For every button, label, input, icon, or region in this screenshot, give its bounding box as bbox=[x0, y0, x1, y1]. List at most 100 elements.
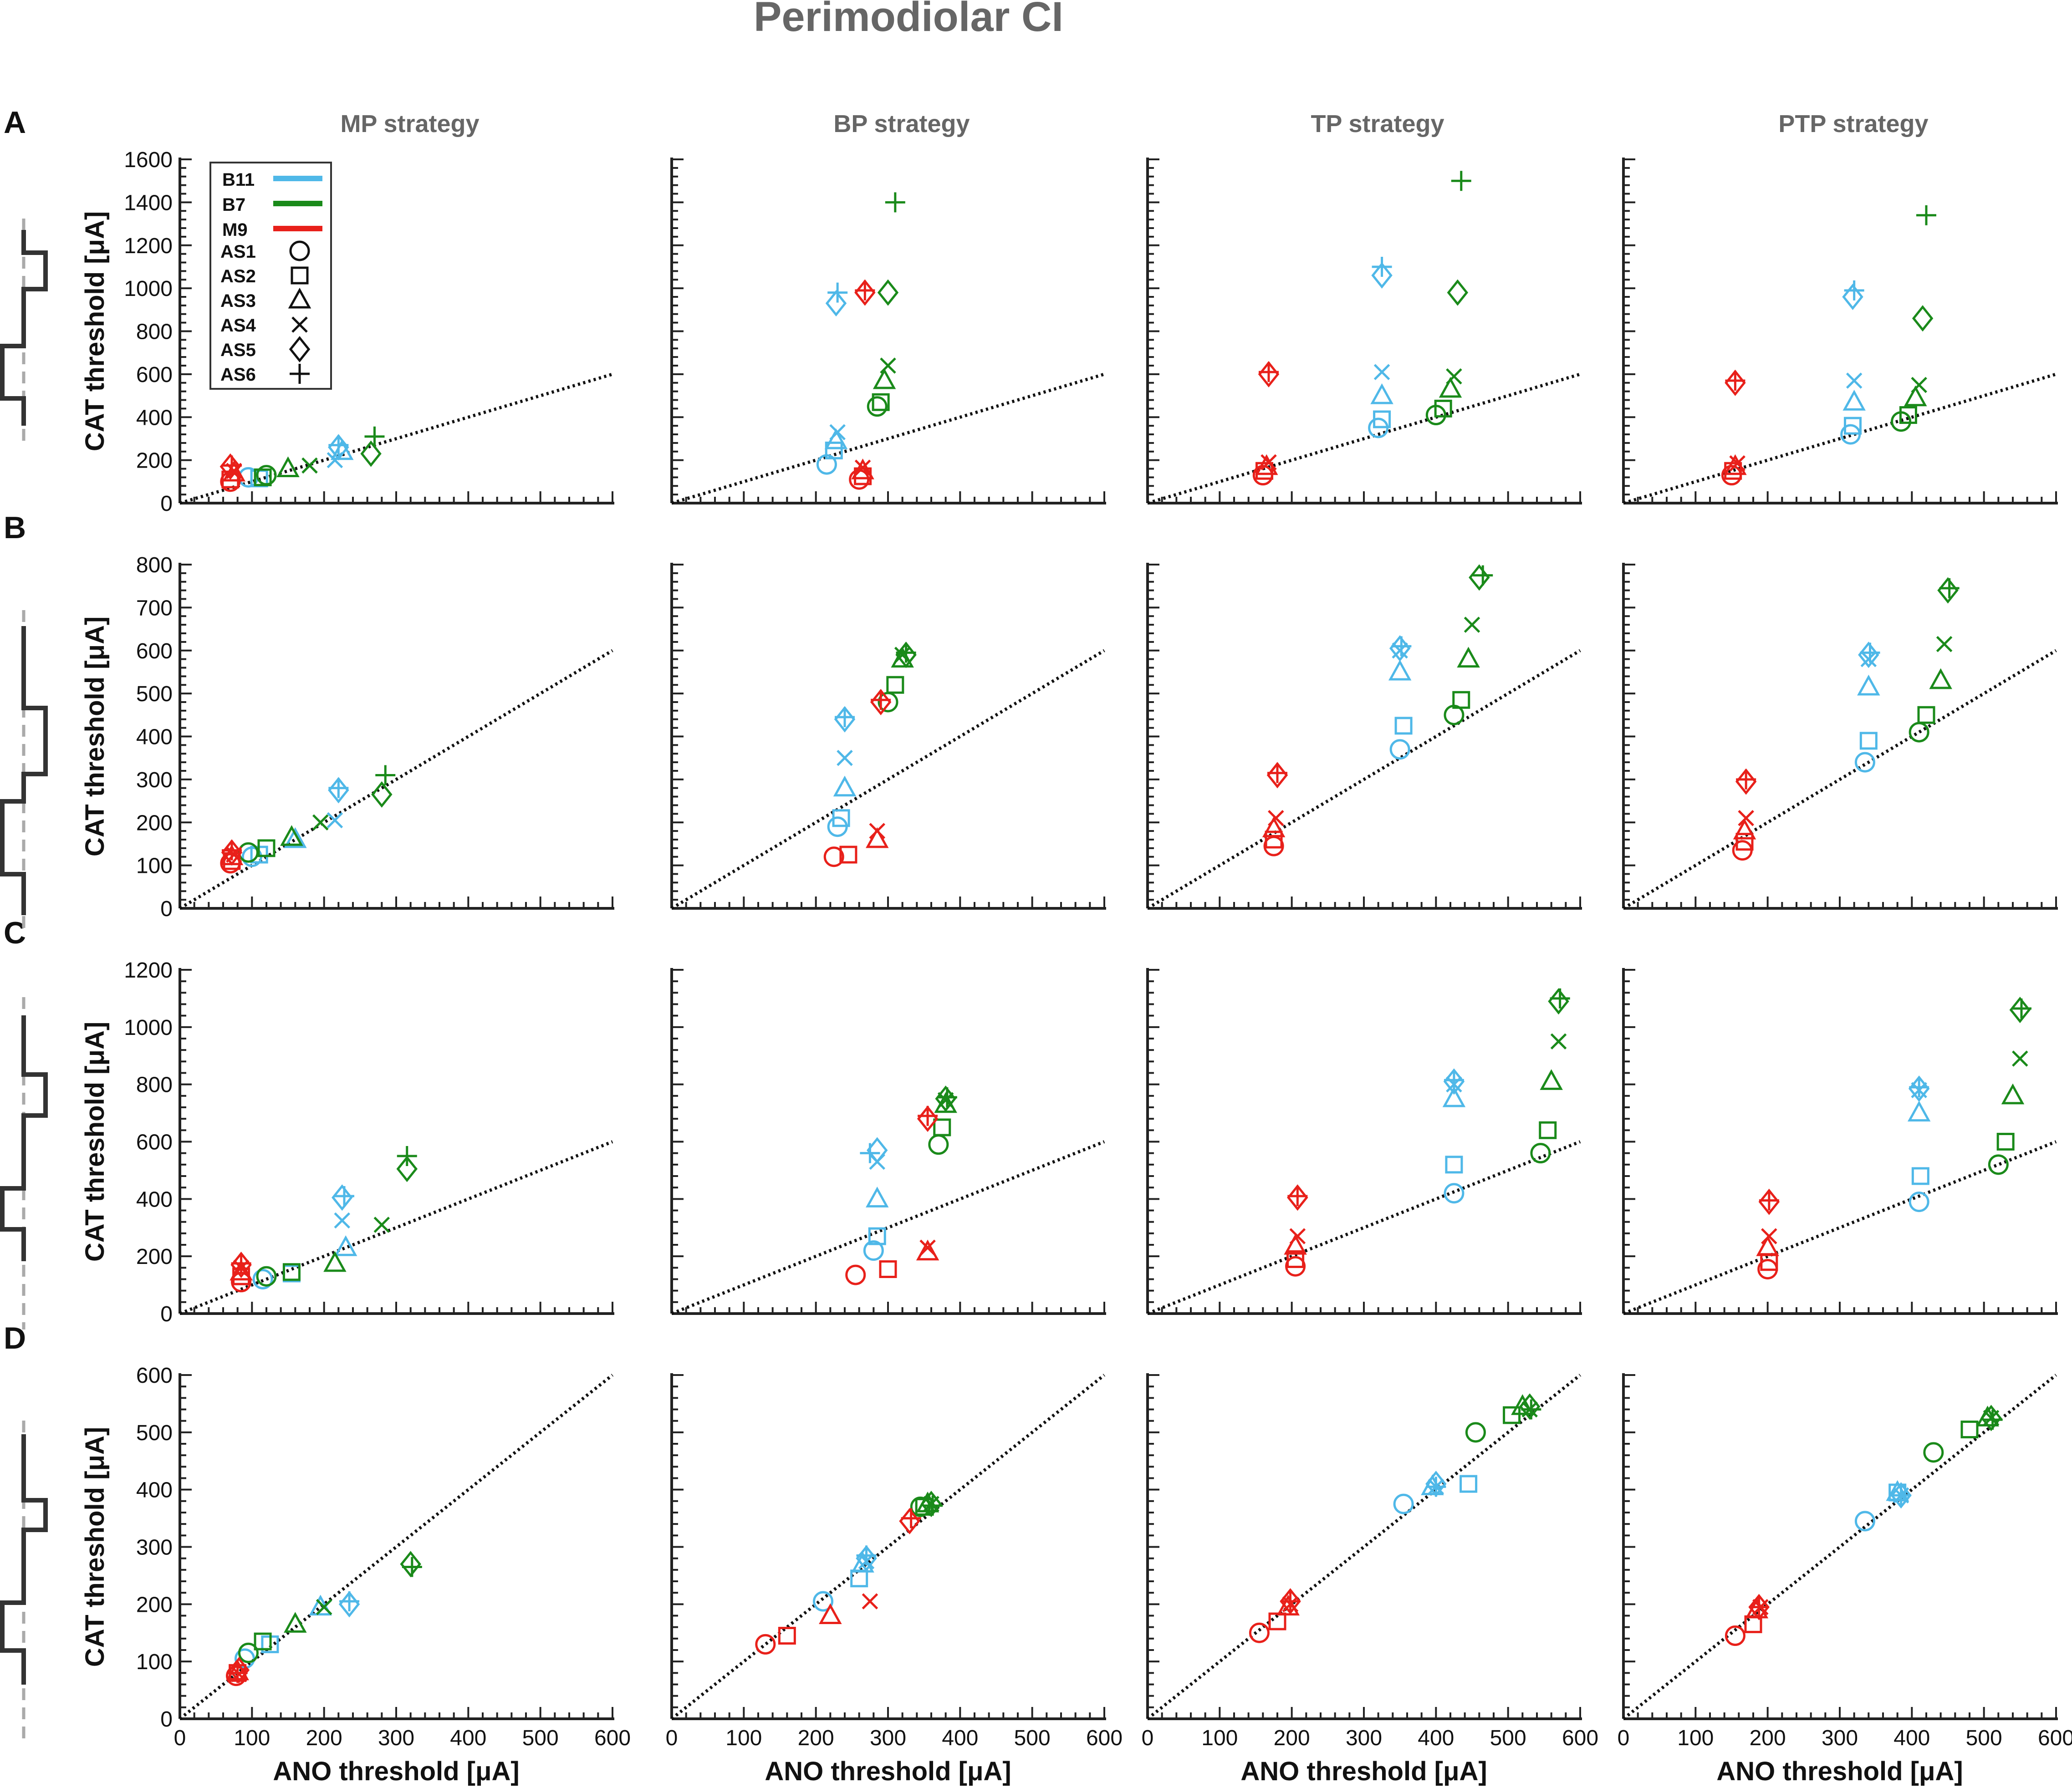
point-b11-as4 bbox=[334, 1212, 351, 1229]
point-m9-as2 bbox=[1255, 462, 1273, 480]
x-tick-label: 300 bbox=[1822, 1726, 1858, 1750]
legend-marker-circle bbox=[289, 240, 310, 261]
point-m9-as5 bbox=[219, 453, 241, 480]
point-b7-as6 bbox=[364, 426, 385, 447]
point-m9-as4 bbox=[854, 459, 871, 476]
point-b7-as3 bbox=[1904, 385, 1927, 407]
point-b11-as1 bbox=[813, 1591, 833, 1612]
y-tick-label: 1200 bbox=[124, 958, 173, 983]
identity-line bbox=[671, 649, 1105, 910]
point-b11-as2 bbox=[1394, 717, 1413, 735]
point-b7-as4 bbox=[301, 457, 318, 474]
point-b7-as1 bbox=[1988, 1154, 2009, 1175]
x-axis-label: ANO threshold [μA] bbox=[765, 1757, 1011, 1786]
point-b11-as3 bbox=[284, 827, 307, 848]
point-m9-as6 bbox=[1759, 1190, 1779, 1211]
point-b11-as6 bbox=[856, 1545, 877, 1566]
point-b7-as3 bbox=[1511, 1394, 1534, 1415]
identity-line bbox=[1623, 1140, 2057, 1315]
point-m9-as6 bbox=[227, 1663, 248, 1683]
x-tick-label: 0 bbox=[666, 1726, 678, 1750]
point-m9-as2 bbox=[1286, 1250, 1305, 1268]
point-b11-as5 bbox=[328, 777, 349, 804]
x-tick-label: 100 bbox=[1201, 1726, 1238, 1750]
point-b7-as5 bbox=[1937, 577, 1959, 604]
x-tick-label: 200 bbox=[306, 1726, 342, 1750]
point-b11-as3 bbox=[1842, 390, 1866, 411]
point-b11-as2 bbox=[868, 1227, 886, 1245]
x-tick-label: 200 bbox=[1750, 1726, 1786, 1750]
point-m9-as1 bbox=[823, 846, 844, 867]
y-tick-label: 800 bbox=[136, 1073, 173, 1097]
point-b7-as1 bbox=[256, 1266, 277, 1287]
point-b7-as6 bbox=[397, 1146, 417, 1166]
y-tick-label: 800 bbox=[136, 553, 173, 577]
point-b11-as2 bbox=[825, 441, 843, 459]
point-b7-as2 bbox=[282, 1263, 301, 1281]
point-b7-as6 bbox=[885, 192, 905, 213]
y-tick-label: 600 bbox=[136, 639, 173, 663]
point-m9-as3 bbox=[1756, 1235, 1779, 1256]
y-tick-label: 400 bbox=[136, 406, 173, 430]
point-b7-as6 bbox=[375, 765, 396, 785]
point-m9-as2 bbox=[778, 1627, 796, 1645]
electrode-pattern-d bbox=[0, 1434, 48, 1685]
point-b7-as2 bbox=[254, 468, 272, 486]
point-b7-as3 bbox=[2001, 1083, 2025, 1105]
point-m9-as3 bbox=[916, 1239, 939, 1261]
point-b11-as5 bbox=[825, 290, 847, 317]
panel-c-1: 0 200 400 600 800 1000 1200 CAT threshold [μA] bbox=[80, 958, 614, 1326]
point-m9-as6 bbox=[1280, 1591, 1301, 1612]
point-m9-as6 bbox=[1749, 1597, 1769, 1617]
figure-title: Perimodiolar CI bbox=[754, 0, 1063, 40]
legend-label: AS6 bbox=[220, 365, 256, 385]
point-b11-as5 bbox=[834, 706, 856, 733]
point-m9-as2 bbox=[839, 846, 857, 864]
x-tick-label: 600 bbox=[2038, 1726, 2072, 1750]
legend-label: AS1 bbox=[220, 242, 256, 262]
point-b11-as2 bbox=[1460, 1475, 1478, 1493]
point-b11-as2 bbox=[1844, 417, 1862, 435]
point-b11-as1 bbox=[1854, 752, 1875, 773]
y-axis-label: CAT threshold [μA] bbox=[80, 1022, 110, 1262]
identity-line bbox=[1147, 1140, 1581, 1315]
point-b7-as4 bbox=[1550, 1033, 1567, 1050]
point-b7-as6 bbox=[1550, 988, 1570, 1009]
point-m9-as3 bbox=[851, 458, 874, 479]
point-m9-as4 bbox=[231, 1666, 247, 1682]
point-b7-as1 bbox=[1909, 722, 1929, 743]
y-tick-label: 800 bbox=[136, 320, 173, 344]
identity-line bbox=[179, 1140, 613, 1315]
point-b7-as1 bbox=[1923, 1442, 1944, 1463]
panel-d-4: 0 100 200 300 400 500 600 ANO threshold [μA] bbox=[1618, 1373, 2072, 1786]
point-m9-as4 bbox=[1261, 454, 1277, 471]
point-b11-as3 bbox=[334, 1235, 357, 1256]
point-m9-as1 bbox=[1285, 1256, 1306, 1277]
y-tick-label: 0 bbox=[160, 897, 173, 921]
point-m9-as5 bbox=[1748, 1594, 1770, 1620]
point-b7-as2 bbox=[886, 676, 904, 694]
panel-a-4 bbox=[1622, 158, 2058, 505]
identity-line bbox=[1623, 372, 2057, 505]
point-m9-as5 bbox=[854, 279, 876, 306]
y-tick-label: 0 bbox=[160, 492, 173, 516]
point-b7-as6 bbox=[1982, 1410, 2003, 1430]
electrode-pattern-b bbox=[0, 626, 48, 915]
point-b7-as5 bbox=[1469, 564, 1490, 591]
identity-line bbox=[179, 1374, 614, 1720]
point-m9-as5 bbox=[1287, 1184, 1308, 1211]
point-b7-as3 bbox=[323, 1251, 347, 1272]
point-m9-as4 bbox=[862, 1593, 878, 1610]
point-m9-as2 bbox=[1735, 833, 1754, 851]
y-tick-label: 100 bbox=[136, 854, 173, 878]
y-tick-label: 0 bbox=[160, 1302, 173, 1326]
point-m9-as4 bbox=[1761, 1228, 1777, 1244]
y-tick-label: 200 bbox=[136, 1593, 173, 1617]
y-tick-label: 1400 bbox=[124, 191, 173, 215]
legend-marker-diamond bbox=[289, 336, 311, 363]
point-b7-as5 bbox=[920, 1491, 942, 1518]
x-axis-label: ANO threshold [μA] bbox=[273, 1757, 519, 1786]
panel-b-2 bbox=[670, 563, 1106, 910]
y-tick-label: 1000 bbox=[124, 277, 173, 301]
point-b7-as2 bbox=[1917, 706, 1935, 724]
